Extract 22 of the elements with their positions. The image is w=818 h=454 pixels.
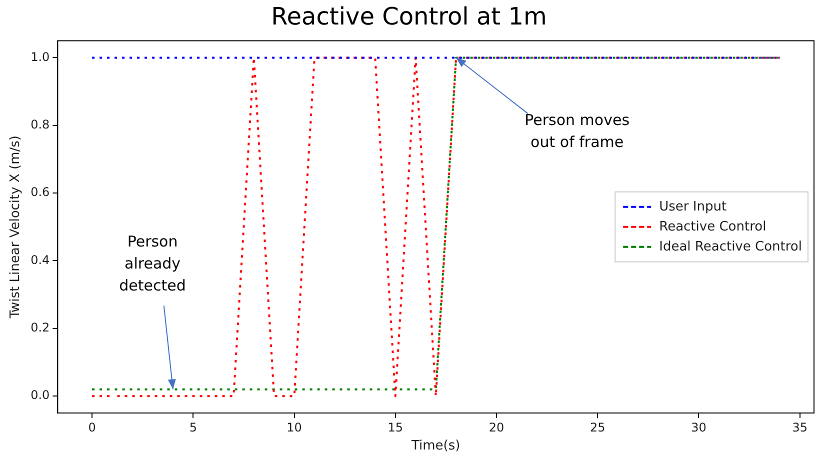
y-tick-label: 0.2 [30,320,50,335]
x-tick-label: 5 [189,420,197,434]
y-tick-label: 0.8 [30,118,50,132]
x-tick-label: 15 [388,420,404,434]
annotation: Person already detected [119,232,186,295]
x-tick-label: 35 [792,420,808,434]
legend-label: Reactive Control [659,219,766,234]
y-tick-label: 0.6 [30,185,50,200]
y-tick-label: 1.0 [30,50,50,64]
x-axis-title: Time(s) [410,438,460,454]
y-tick-label: 0.0 [30,388,50,402]
chart-title: Reactive Control at 1m [271,2,547,31]
y-axis-title: Twist Linear Velocity X (m/s) [8,136,24,320]
x-tick-label: 25 [590,420,606,434]
x-tick-label: 10 [286,420,302,434]
legend-label: Ideal Reactive Control [659,239,802,254]
annotation: Person moves out of frame [524,111,630,152]
x-tick-label: 30 [691,420,706,434]
y-tick-label: 0.4 [30,252,50,267]
x-tick-label: 20 [488,420,504,434]
x-tick-label: 0 [88,420,96,434]
legend-label: User Input [659,199,727,214]
